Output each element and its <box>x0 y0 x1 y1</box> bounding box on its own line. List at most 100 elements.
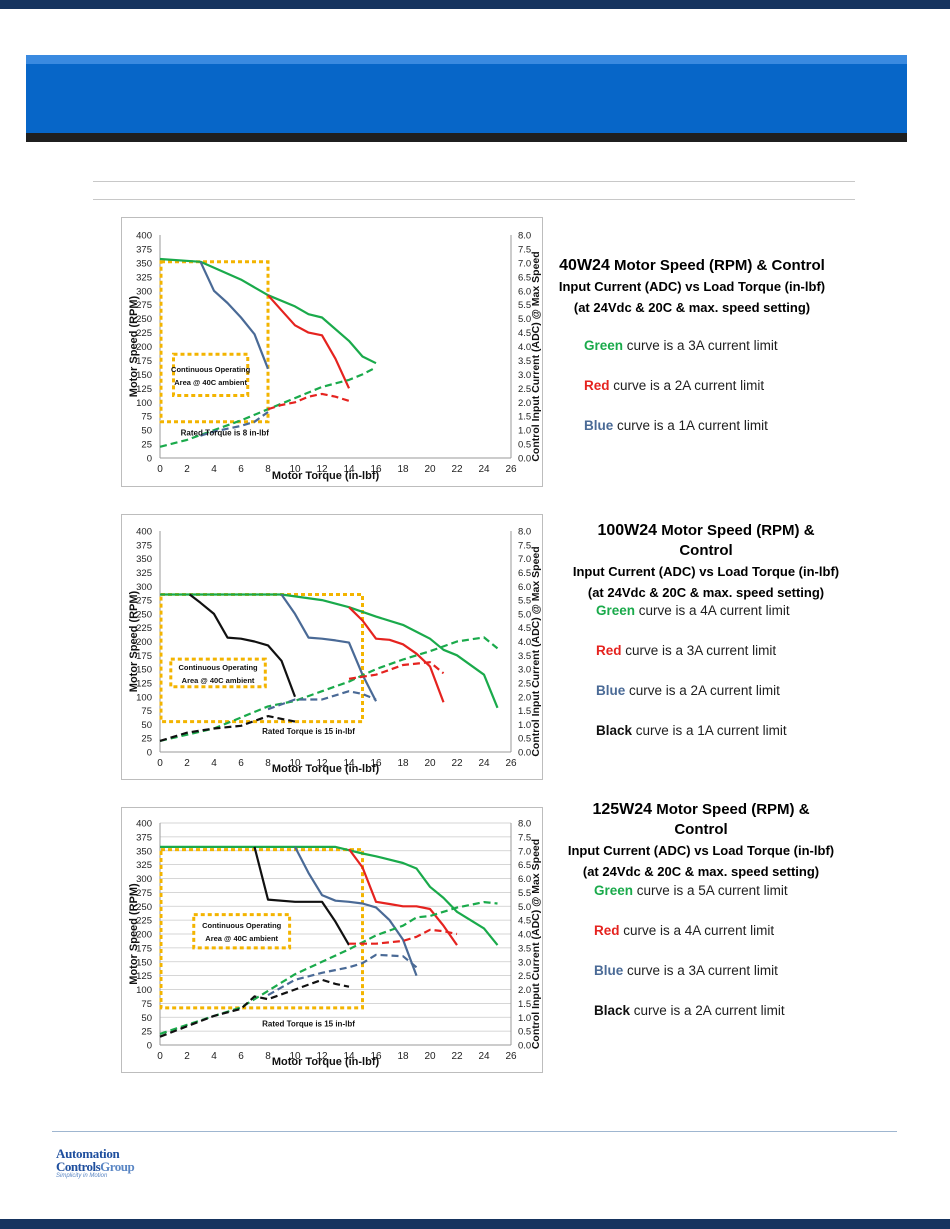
x-tick-label: 4 <box>211 1051 217 1062</box>
legend-text: curve is a 1A current limit <box>632 723 787 738</box>
y-tick-label: 150 <box>136 957 152 968</box>
legend-color-word: Green <box>584 338 624 353</box>
caption-title-line2: Input Current (ADC) vs Load Torque (in-l… <box>558 279 826 294</box>
legend-blue: Blue curve is a 3A current limit <box>594 963 778 978</box>
legend-green: Green curve is a 3A current limit <box>584 338 778 353</box>
x-tick-label: 12 <box>316 464 328 475</box>
x-tick-label: 8 <box>265 1051 271 1062</box>
x-tick-label: 8 <box>265 758 271 769</box>
logo-tagline: Simplicity in Motion <box>56 1173 108 1179</box>
y2-tick-label: 7.5 <box>518 540 531 551</box>
header-banner-highlight <box>26 55 907 64</box>
legend-green: Green curve is a 5A current limit <box>594 883 788 898</box>
y-tick-label: 25 <box>141 734 152 745</box>
y-tick-label: 200 <box>136 637 152 648</box>
y2-tick-label: 3.5 <box>518 943 531 954</box>
chart-panel-125w24: 0 2 4 6 8 10 12 14 16 18 20 22 24 26 0 25 50 75 100 125 150 1… <box>121 807 543 1073</box>
y-tick-label: 225 <box>136 623 152 634</box>
y2-tick-label: 7.0 <box>518 258 531 269</box>
y2-tick-label: 6.5 <box>518 272 531 283</box>
blue-dashed-series-line <box>267 953 418 997</box>
y-tick-label: 50 <box>141 720 152 731</box>
caption-title-rest: Motor Speed (RPM) & Control <box>657 522 815 559</box>
continuous-area-label-2: Area @ 40C ambient <box>182 676 255 685</box>
y2-tick-label: 5.5 <box>518 596 531 607</box>
green-solid-series-line <box>160 845 499 946</box>
x-tick-label: 10 <box>289 464 301 475</box>
legend-color-word: Black <box>596 723 633 738</box>
y-tick-label: 175 <box>136 651 152 662</box>
x-tick-label: 26 <box>505 1051 517 1062</box>
x-tick-label: 4 <box>211 464 217 475</box>
y2-tick-label: 4.0 <box>518 930 531 941</box>
y-tick-label: 325 <box>136 272 152 283</box>
y2-axis-label: Control Input Current (ADC) @ Max Speed <box>530 839 542 1049</box>
continuous-operating-label-box <box>169 657 267 689</box>
y-tick-label: 225 <box>136 328 152 339</box>
legend-color-word: Black <box>594 1003 631 1018</box>
logo-line2: ControlsGroup <box>56 1160 156 1173</box>
continuous-area-label-1: Continuous Operating <box>202 921 282 930</box>
x-tick-label: 6 <box>238 1051 244 1062</box>
model-name: 125W24 <box>592 801 653 818</box>
model-name: 100W24 <box>597 522 658 539</box>
y-tick-label: 375 <box>136 244 152 255</box>
y-tick-label: 0 <box>147 748 152 759</box>
y-tick-label: 250 <box>136 314 152 325</box>
chart-caption-40w24: 40W24 Motor Speed (RPM) & Control Input … <box>557 256 827 318</box>
y-tick-label: 350 <box>136 846 152 857</box>
legend-text: curve is a 3A current limit <box>621 643 777 658</box>
y-tick-label: 150 <box>136 665 152 676</box>
x-tick-label: 18 <box>397 464 409 475</box>
legend-red: Red curve is a 2A current limit <box>584 378 764 393</box>
black-dashed-series-line <box>159 715 296 742</box>
y2-tick-label: 3.0 <box>518 665 531 676</box>
y2-tick-label: 2.0 <box>518 985 531 996</box>
x-tick-label: 26 <box>505 464 517 475</box>
y-tick-label: 125 <box>136 678 152 689</box>
red-dashed-series-line <box>348 661 445 680</box>
chart-40w24: 0 2 4 6 8 10 12 14 16 18 20 22 24 2602550751001251501… <box>128 231 542 483</box>
y2-tick-label: 1.5 <box>518 412 531 423</box>
chart-caption-100w24: 100W24 Motor Speed (RPM) & Control Input… <box>571 521 841 603</box>
caption-title-line2: Input Current (ADC) vs Load Torque (in-l… <box>572 564 840 579</box>
legend-text: curve is a 2A current limit <box>630 1003 785 1018</box>
y-tick-label: 325 <box>136 860 152 871</box>
y2-tick-label: 5.0 <box>518 609 531 620</box>
y2-tick-label: 1.5 <box>518 706 531 717</box>
chart-panel-40w24: 0 2 4 6 8 10 12 14 16 18 20 22 24 26 0 25 50 75 100 125 150 1… <box>121 217 543 487</box>
y2-tick-label: 4.0 <box>518 637 531 648</box>
y2-tick-label: 6.0 <box>518 874 531 885</box>
x-tick-label: 6 <box>238 464 244 475</box>
y2-tick-label: 5.0 <box>518 902 531 913</box>
caption-title-line1: 40W24 Motor Speed (RPM) & Control <box>557 256 827 276</box>
legend-color-word: Red <box>594 923 620 938</box>
y2-tick-label: 2.5 <box>518 971 531 982</box>
caption-title-line3: (at 24Vdc & 20C & max. speed setting) <box>587 585 825 600</box>
y-tick-label: 275 <box>136 888 152 899</box>
blue-solid-series-line <box>294 846 418 976</box>
x-tick-label: 18 <box>397 1051 409 1062</box>
y2-tick-label: 1.0 <box>518 720 531 731</box>
x-tick-label: 14 <box>343 464 355 475</box>
y-tick-label: 75 <box>141 706 152 717</box>
caption-title-line1: 100W24 Motor Speed (RPM) & Control <box>571 521 841 561</box>
y-tick-label: 300 <box>136 286 152 297</box>
legend-color-word: Blue <box>594 963 624 978</box>
legend-green: Green curve is a 4A current limit <box>596 603 790 618</box>
x-tick-label: 14 <box>343 758 355 769</box>
y-tick-label: 300 <box>136 582 152 593</box>
legend-blue: Blue curve is a 1A current limit <box>584 418 768 433</box>
legend-color-word: Blue <box>584 418 614 433</box>
x-tick-label: 2 <box>184 758 190 769</box>
y2-tick-label: 6.5 <box>518 860 531 871</box>
continuous-operating-area-outline <box>159 848 364 1010</box>
x-tick-label: 16 <box>370 464 382 475</box>
y2-tick-label: 1.5 <box>518 999 531 1010</box>
x-tick-label: 20 <box>424 464 436 475</box>
y2-tick-label: 8.0 <box>518 819 531 830</box>
y-tick-label: 400 <box>136 231 152 242</box>
y-tick-label: 375 <box>136 540 152 551</box>
y-tick-label: 250 <box>136 902 152 913</box>
x-tick-label: 0 <box>157 464 163 475</box>
